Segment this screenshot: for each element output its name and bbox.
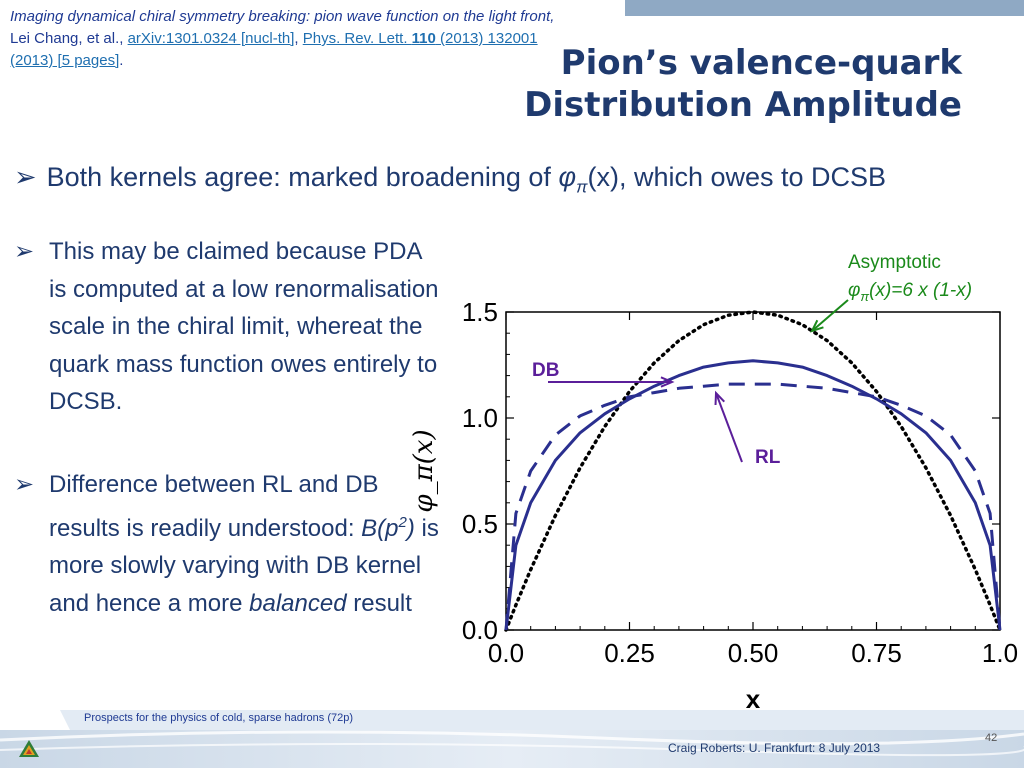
rl-label: RL <box>755 447 781 468</box>
y-tick-label: 1.0 <box>462 403 498 433</box>
rl-arrow-head <box>714 390 725 406</box>
slide-title-line1: Pion’s valence-quark <box>560 43 962 83</box>
db-arrow-head <box>660 376 675 388</box>
prl-journal: Phys. Rev. Lett. <box>302 30 412 47</box>
x-tick-label: 0.75 <box>851 638 902 668</box>
slide-title-line2: Distribution Amplitude <box>524 85 962 125</box>
asymptotic-label: Asymptotic <box>848 252 941 273</box>
top-decoration-bar <box>625 0 1024 16</box>
y-tick-label: 0.0 <box>462 615 498 645</box>
asymptotic-annotation: Asymptotic φπ(x)=6 x (1-x) <box>848 249 972 311</box>
prl-volume: 110 <box>411 30 436 47</box>
rl-arrow <box>715 392 743 463</box>
asymptotic-arrow <box>811 299 849 332</box>
bullet-arrow-icon: ➢ <box>14 238 35 265</box>
x-tick-label: 0.50 <box>728 638 779 668</box>
series-asymptotic-line <box>504 310 1002 632</box>
sub-bullet-2-text: Difference between RL and DB results is … <box>49 466 439 622</box>
sub-bullet-2-part2: is more slowly varying with DB kernel an… <box>49 514 439 617</box>
sub-bullet-2-sup: 2 <box>398 513 407 531</box>
footer-decoration <box>0 710 1024 768</box>
x-tick-label: 1.0 <box>982 638 1018 668</box>
series-rl-line <box>504 359 1002 631</box>
reference-authors: Lei Chang, et al., <box>10 30 124 47</box>
main-bullet-text: Both kernels agree: marked broadening of <box>46 162 559 192</box>
main-bullet-text-end: (x), which owes to DCSB <box>587 162 887 192</box>
reference-citation: Imaging dynamical chiral symmetry breaki… <box>10 8 555 69</box>
sub-bullet-2-balanced: balanced <box>249 589 347 617</box>
x-axis-label: x <box>746 684 761 714</box>
sub-bullet-2-close: ) <box>406 514 415 542</box>
institution-logo-icon <box>19 740 39 757</box>
series-db-line <box>504 382 1002 631</box>
prl-details: (2013) 132001 (2013) [5 pages] <box>10 30 538 69</box>
pda-chart: 0.0 0.25 0.50 0.75 1.0 0.0 0.5 1.0 1.5 x φ_π(x) <box>409 298 1018 714</box>
prl-link[interactable]: Phys. Rev. Lett. 110 (2013) 132001 (2013… <box>10 30 538 69</box>
y-axis-label: φ_π(x) <box>409 429 439 512</box>
page-number: 42 <box>985 732 998 744</box>
y-tick-label: 0.5 <box>462 509 498 539</box>
footer-author-date: Craig Roberts: U. Frankfurt: 8 July 2013 <box>668 741 881 755</box>
bullet-arrow-icon: ➢ <box>14 471 35 498</box>
asymptotic-formula: (x)=6 x (1-x) <box>869 280 973 301</box>
slide-title: Pion’s valence-quark Distribution Amplit… <box>524 42 962 126</box>
asymptotic-arrow-head <box>810 319 824 333</box>
reference-title: Imaging dynamical chiral symmetry breaki… <box>10 8 555 25</box>
sub-bullet-2-part1: Difference between RL and DB results is … <box>49 471 379 542</box>
y-tick-label: 1.5 <box>462 298 498 327</box>
asymptotic-phi: φ <box>848 280 861 301</box>
main-bullet-pi: π <box>576 177 588 197</box>
sub-bullet-1-text: This may be claimed because PDA is compu… <box>49 238 439 415</box>
x-tick-label: 0.25 <box>604 638 655 668</box>
main-bullet: ➢ Both kernels agree: marked broadening o… <box>14 162 886 197</box>
main-bullet-phi: φ <box>558 162 577 192</box>
sub-bullet-2-part3: result <box>346 589 412 617</box>
sub-bullet-2-B: B(p <box>361 514 399 542</box>
asymptotic-pi: π <box>860 288 870 304</box>
bullet-arrow-icon: ➢ <box>14 162 37 192</box>
x-tick-label: 0.0 <box>488 638 524 668</box>
footer-talk-title: Prospects for the physics of cold, spars… <box>84 712 354 724</box>
arxiv-link[interactable]: arXiv:1301.0324 [nucl-th] <box>127 30 295 47</box>
db-label: DB <box>532 360 560 381</box>
